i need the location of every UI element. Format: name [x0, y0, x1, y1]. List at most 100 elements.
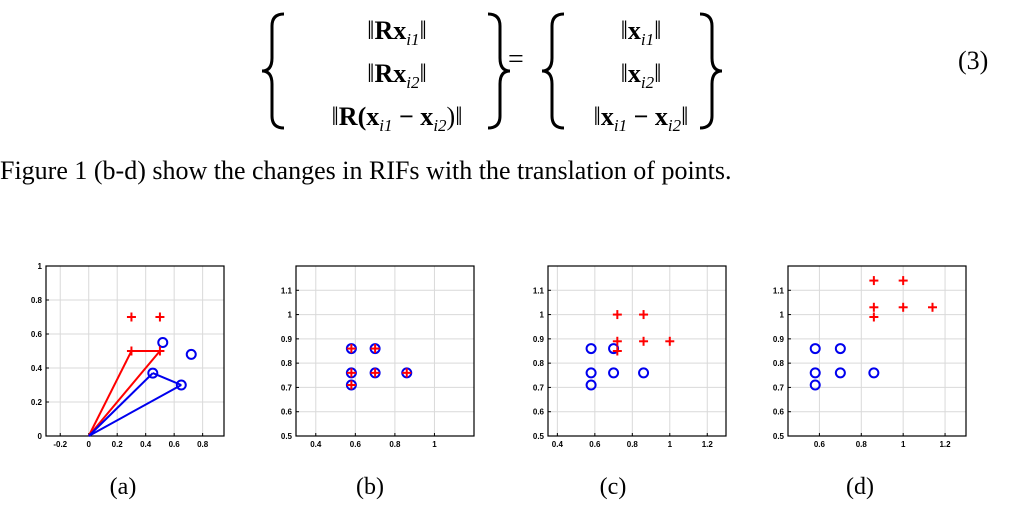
right-brace-open	[541, 12, 565, 130]
x-tick-label-1: 0.6	[589, 440, 601, 449]
blue-circle-point-2	[585, 367, 597, 379]
y-tick-label-5: 1	[288, 311, 293, 320]
red-plus-point-3	[370, 368, 380, 378]
equation-left-row-1: ‖Rxi1‖	[367, 16, 427, 49]
figure-1-panels: -0.2 0 0.2 0.4 0.6 0.8 0 0.2 0.4 0.6 0.8 1 0.4 0.6 0.…	[0, 252, 1010, 507]
y-tick-label-2: 0.4	[31, 364, 43, 373]
equation-left-column: ‖Rxi1‖ ‖Rxi2‖ ‖R(xi1 − xi2)‖	[282, 14, 512, 143]
equation-equals: =	[508, 44, 524, 75]
y-tick-label-3: 0.6	[31, 330, 43, 339]
red-plus-point-5	[869, 312, 879, 322]
y-tick-label-3: 0.8	[773, 359, 785, 368]
panel-b-plot: 0.4 0.6 0.8 1 0.5 0.6 0.7 0.8 0.9 1 1.1	[281, 265, 475, 449]
y-tick-label-0: 0.5	[281, 432, 293, 441]
x-tick-label-3: 1	[432, 440, 437, 449]
red-plus-point-2	[346, 368, 356, 378]
equation-right-column: ‖xi1‖ ‖xi2‖ ‖xi1 − xi2‖	[560, 14, 722, 143]
x-tick-label-1: 0	[86, 440, 91, 449]
panel-d-plot: 0.6 0.8 1 1.2 0.5 0.6 0.7 0.8 0.9 1 1.1	[773, 265, 967, 449]
red-plus-point-3	[639, 336, 649, 346]
y-tick-label-2: 0.7	[533, 383, 545, 392]
y-tick-label-0: 0	[38, 432, 43, 441]
equation-left-row-3: ‖R(xi1 − xi2)‖	[331, 102, 463, 135]
plot-frame	[787, 265, 967, 437]
red-plus-point-5	[612, 346, 622, 356]
red-plus-point-2	[126, 346, 136, 356]
red-plus-point-3	[898, 302, 908, 312]
blue-circle-point-1	[185, 348, 197, 360]
x-tick-label-0: -0.2	[53, 440, 67, 449]
y-tick-label-4: 0.9	[281, 335, 293, 344]
left-brace-close	[487, 12, 511, 130]
blue-circle-point-3	[834, 367, 846, 379]
red-plus-point-0	[346, 344, 356, 354]
red-plus-point-1	[639, 310, 649, 320]
equation-right-row-3: ‖xi1 − xi2‖	[593, 102, 689, 135]
left-brace-open	[261, 12, 285, 130]
red-plus-point-0	[126, 312, 136, 322]
y-tick-label-6: 1.1	[533, 286, 545, 295]
red-segment-0	[87, 350, 133, 437]
panel-a-plot: -0.2 0 0.2 0.4 0.6 0.8 0 0.2 0.4 0.6 0.8 1	[31, 262, 225, 449]
x-tick-label-5: 0.8	[197, 440, 209, 449]
x-tick-label-4: 1.2	[702, 440, 714, 449]
red-plus-point-5	[346, 380, 356, 390]
y-tick-label-6: 1.1	[281, 286, 293, 295]
red-plus-point-0	[612, 310, 622, 320]
panel-c-plot: 0.4 0.6 0.8 1 1.2 0.5 0.6 0.7 0.8 0.9 1 1.1	[533, 265, 727, 449]
red-plus-point-0	[869, 276, 879, 286]
x-tick-label-2: 1	[901, 440, 906, 449]
blue-circle-point-0	[585, 343, 597, 355]
blue-circle-point-4	[638, 367, 650, 379]
y-tick-label-1: 0.6	[281, 408, 293, 417]
right-brace-close	[699, 12, 723, 130]
blue-circle-point-5	[585, 379, 597, 391]
blue-circle-point-4	[868, 367, 880, 379]
x-tick-label-0: 0.4	[310, 440, 322, 449]
y-tick-label-3: 0.8	[533, 359, 545, 368]
x-tick-label-2: 0.8	[389, 440, 401, 449]
red-segment-1	[87, 350, 161, 437]
x-tick-label-4: 0.6	[169, 440, 181, 449]
blue-circle-point-3	[608, 367, 620, 379]
y-tick-label-1: 0.6	[773, 408, 785, 417]
y-tick-label-3: 0.8	[281, 359, 293, 368]
equation-right-row-1: ‖xi1‖	[620, 16, 662, 49]
y-tick-label-0: 0.5	[773, 432, 785, 441]
blue-circle-point-0	[809, 343, 821, 355]
x-tick-label-0: 0.4	[552, 440, 564, 449]
red-plus-point-1	[898, 276, 908, 286]
y-tick-label-2: 0.7	[773, 383, 785, 392]
panel-c-caption: (c)	[599, 474, 627, 500]
x-tick-label-3: 1.2	[939, 440, 951, 449]
blue-segment-0	[88, 372, 154, 437]
red-plus-point-4	[402, 368, 412, 378]
x-tick-label-2: 0.8	[627, 440, 639, 449]
y-tick-label-1: 0.6	[533, 408, 545, 417]
y-tick-label-5: 1	[38, 262, 43, 271]
y-tick-label-4: 0.8	[31, 296, 43, 305]
x-tick-label-2: 0.2	[112, 440, 124, 449]
y-tick-label-5: 1	[780, 311, 785, 320]
x-tick-label-1: 0.6	[350, 440, 362, 449]
blue-circle-point-0	[157, 337, 169, 348]
x-tick-label-0: 0.6	[814, 440, 826, 449]
y-tick-label-2: 0.7	[281, 383, 293, 392]
plot-frame	[45, 265, 225, 437]
x-tick-label-3: 0.4	[140, 440, 152, 449]
blue-circle-point-1	[834, 343, 846, 355]
red-plus-point-1	[155, 312, 165, 322]
x-tick-label-3: 1	[668, 440, 673, 449]
panel-b-caption: (b)	[356, 474, 384, 500]
y-tick-label-4: 0.9	[533, 335, 545, 344]
blue-circle-point-2	[809, 367, 821, 379]
y-tick-label-5: 1	[540, 311, 545, 320]
y-tick-label-1: 0.2	[31, 398, 43, 407]
red-plus-point-2	[869, 302, 879, 312]
blue-circle-point-5	[809, 379, 821, 391]
equation-left-row-2: ‖Rxi2‖	[367, 59, 427, 92]
red-plus-point-2	[612, 336, 622, 346]
blue-circle-point-2	[147, 367, 159, 379]
red-plus-point-1	[370, 344, 380, 354]
red-plus-point-3	[155, 346, 165, 356]
